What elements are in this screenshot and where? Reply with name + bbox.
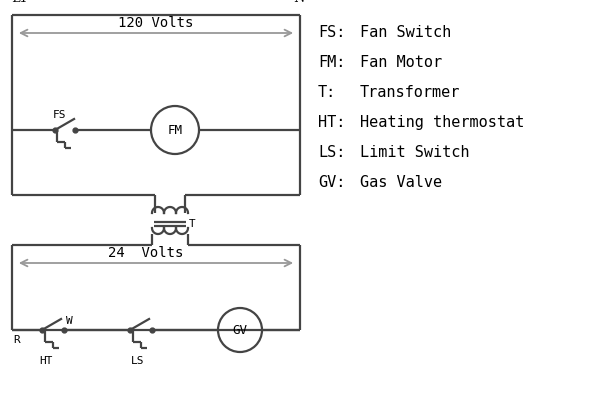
Text: T: T (189, 219, 196, 229)
Text: Transformer: Transformer (360, 85, 460, 100)
Text: GV: GV (232, 324, 247, 336)
Text: L1: L1 (12, 0, 28, 5)
Text: Heating thermostat: Heating thermostat (360, 115, 525, 130)
Text: LS:: LS: (318, 145, 345, 160)
Text: HT:: HT: (318, 115, 345, 130)
Text: FM: FM (168, 124, 182, 136)
Text: FM:: FM: (318, 55, 345, 70)
Text: Fan Motor: Fan Motor (360, 55, 442, 70)
Text: T:: T: (318, 85, 336, 100)
Text: Limit Switch: Limit Switch (360, 145, 470, 160)
Text: Gas Valve: Gas Valve (360, 175, 442, 190)
Text: 120 Volts: 120 Volts (119, 16, 194, 30)
Text: Fan Switch: Fan Switch (360, 25, 451, 40)
Text: W: W (66, 316, 73, 326)
Text: FS:: FS: (318, 25, 345, 40)
Text: FS: FS (53, 110, 67, 120)
Text: GV:: GV: (318, 175, 345, 190)
Text: R: R (13, 335, 19, 345)
Text: N: N (294, 0, 306, 5)
Text: LS: LS (131, 356, 145, 366)
Text: HT: HT (40, 356, 53, 366)
Text: 24  Volts: 24 Volts (109, 246, 183, 260)
